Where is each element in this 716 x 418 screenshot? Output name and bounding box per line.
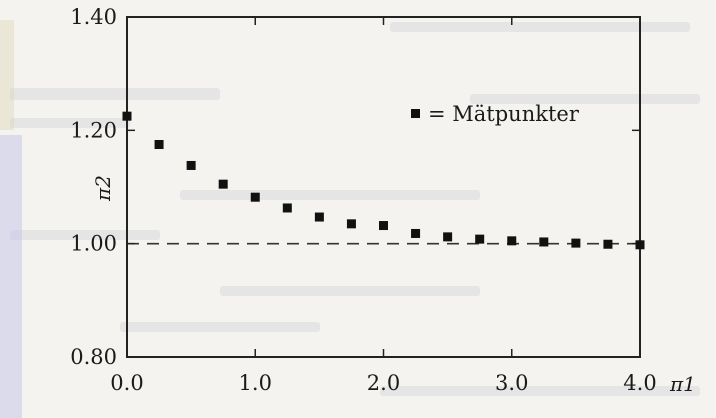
data-point xyxy=(282,203,292,213)
data-point xyxy=(507,236,517,246)
x-tick-label: 1.0 xyxy=(239,371,272,395)
y-tick-label: 1.00 xyxy=(70,232,117,256)
x-tick-label: 4.0 xyxy=(623,371,656,395)
data-point xyxy=(122,111,132,121)
data-point xyxy=(379,221,388,231)
y-axis-label: π2 xyxy=(91,175,115,202)
legend-label: = Mätpunkter xyxy=(428,102,580,126)
data-point xyxy=(603,239,613,249)
data-points xyxy=(122,111,645,250)
data-point xyxy=(475,234,485,244)
x-axis-ticks: 0.0 1.0 2.0 3.0 4.0 xyxy=(110,17,657,395)
x-tick-label: 2.0 xyxy=(367,371,400,395)
legend-marker xyxy=(411,109,420,118)
data-point xyxy=(443,232,453,242)
y-axis-ticks: 0.80 1.00 1.20 1.40 xyxy=(70,5,640,369)
plot-frame xyxy=(126,16,641,358)
data-point xyxy=(250,192,260,202)
data-point xyxy=(154,140,164,149)
x-axis-label: π1 xyxy=(669,372,696,396)
data-point xyxy=(411,228,421,238)
legend: = Mätpunkter xyxy=(411,102,580,126)
x-tick-label: 3.0 xyxy=(495,371,528,395)
data-point xyxy=(218,179,228,189)
x-tick-label: 0.0 xyxy=(110,371,143,395)
data-point xyxy=(635,240,645,250)
data-point xyxy=(346,219,356,229)
y-tick-label: 0.80 xyxy=(70,345,117,369)
y-tick-label: 1.20 xyxy=(70,118,117,142)
data-point xyxy=(314,212,324,222)
data-point xyxy=(539,237,549,247)
y-tick-label: 1.40 xyxy=(70,5,117,29)
data-point xyxy=(571,238,581,248)
data-point xyxy=(186,160,196,170)
